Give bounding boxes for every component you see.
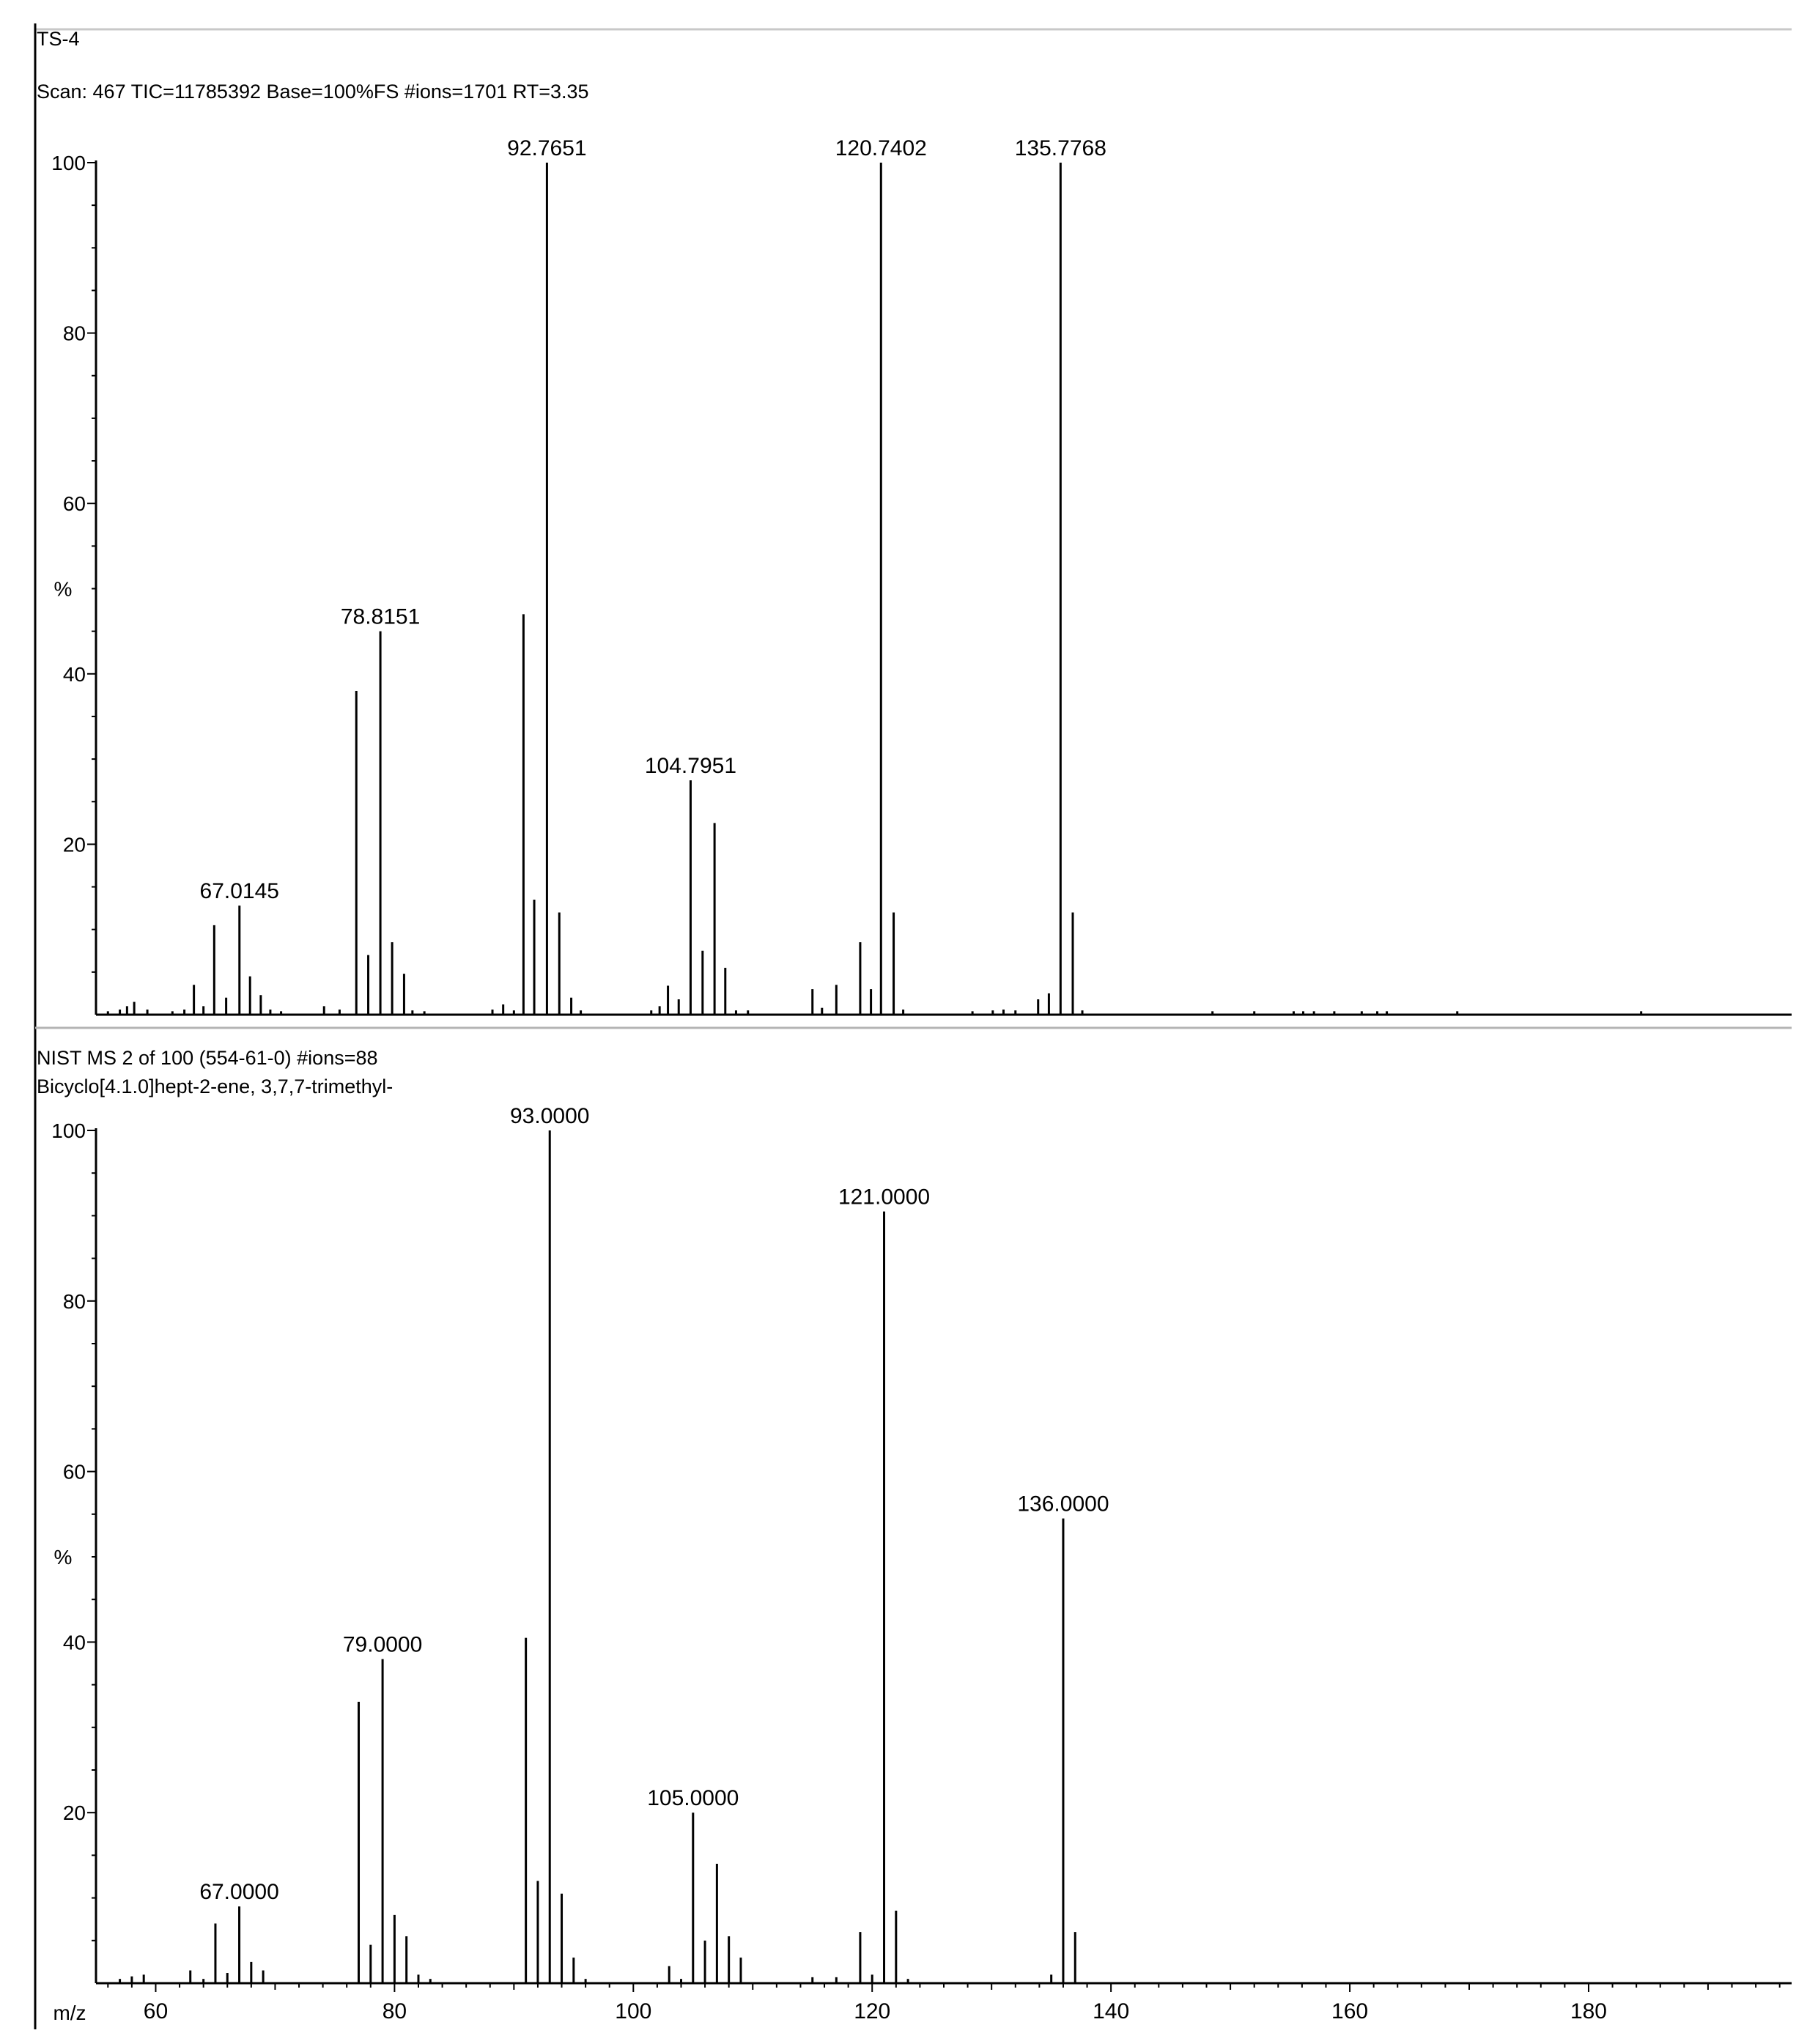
- x-tick-label: 140: [1093, 1999, 1129, 2023]
- peak-label: 135.7768: [1015, 136, 1106, 160]
- y-tick-label: 40: [63, 1631, 86, 1654]
- library-spectrum-chart: 20 40 60 80 100% 60 80 100 120 140 160 180 m/z 67.000…: [51, 1104, 1792, 2024]
- peak-label: 105.0000: [647, 1786, 739, 1810]
- y-tick-label: 80: [63, 1290, 86, 1313]
- scan-info: Scan: 467 TIC=11785392 Base=100%FS #ions…: [37, 81, 589, 103]
- peak-label: 120.7402: [835, 136, 927, 160]
- x-tick-label: 80: [383, 1999, 407, 2023]
- y-tick-label: 100: [51, 1119, 86, 1142]
- x-axis-label: m/z: [53, 2002, 86, 2024]
- y-axis-label: %: [54, 578, 73, 601]
- peak-label: 92.7651: [507, 136, 586, 160]
- y-axis-label: %: [54, 1546, 73, 1569]
- library-match-info: NIST MS 2 of 100 (554-61-0) #ions=88: [37, 1047, 378, 1069]
- x-tick-label: 60: [144, 1999, 168, 2023]
- peak-label: 79.0000: [343, 1633, 422, 1657]
- y-tick-label: 100: [51, 152, 86, 174]
- y-tick-label: 20: [63, 1802, 86, 1824]
- peak-label: 67.0000: [199, 1880, 278, 1904]
- peak-label: 104.7951: [645, 754, 736, 778]
- peak-label: 67.0145: [200, 879, 279, 903]
- peak-label: 78.8151: [341, 605, 420, 629]
- y-tick-label: 20: [63, 833, 86, 856]
- x-tick-label: 120: [854, 1999, 890, 2023]
- sample-spectrum-chart: 20 40 60 80 100% 67.0145 78.8151 92.7651 104.795…: [51, 136, 1792, 1016]
- peak-label: 93.0000: [510, 1104, 589, 1128]
- y-tick-label: 60: [63, 492, 86, 515]
- compound-name: Bicyclo[4.1.0]hept-2-ene, 3,7,7-trimethy…: [37, 1075, 393, 1097]
- y-tick-label: 80: [63, 322, 86, 345]
- peak-label: 136.0000: [1017, 1492, 1109, 1517]
- peak-label: 121.0000: [838, 1185, 930, 1210]
- y-tick-label: 60: [63, 1461, 86, 1484]
- sample-name: TS-4: [37, 28, 80, 50]
- x-tick-label: 160: [1331, 1999, 1368, 2023]
- x-tick-label: 180: [1570, 1999, 1607, 2023]
- y-tick-label: 40: [63, 663, 86, 686]
- x-tick-label: 100: [615, 1999, 651, 2023]
